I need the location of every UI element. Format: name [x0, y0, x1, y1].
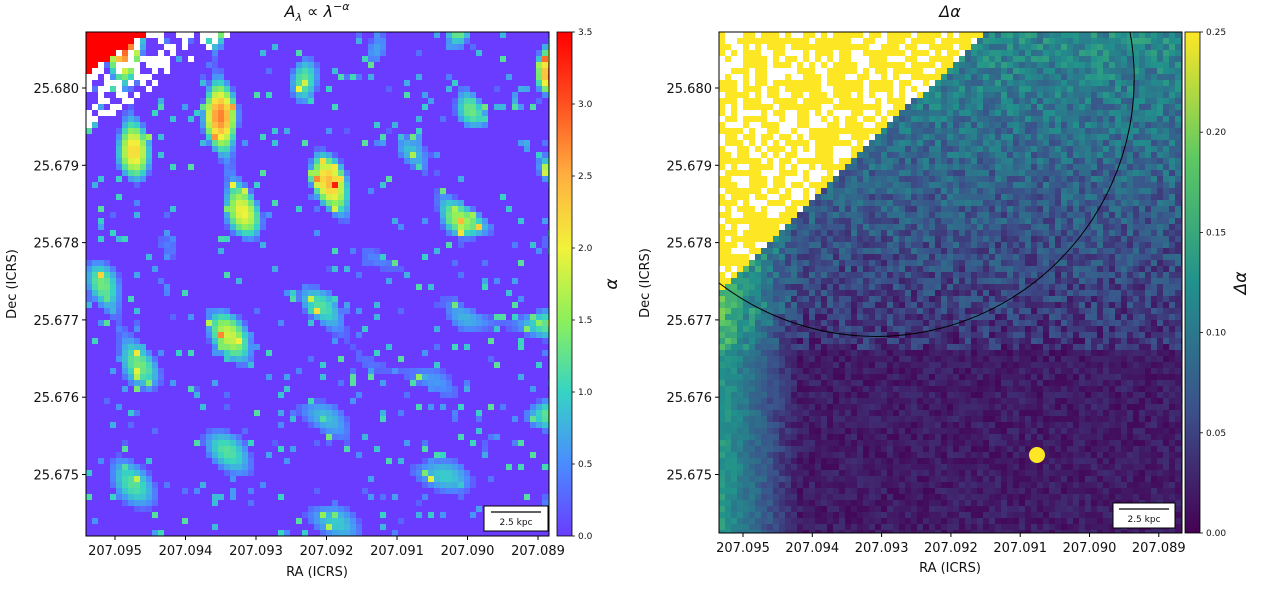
alpha-scalebar-label: 2.5 kpc [499, 518, 532, 528]
y-tick-label: 25.678 [667, 237, 713, 252]
delta-alpha-colorbar-ticks: 0.25 0.20 0.15 0.10 0.05 0.00 [1200, 28, 1226, 539]
colorbar-tick-label: 1.5 [578, 316, 592, 326]
y-tick-label: 25.677 [34, 314, 80, 329]
colorbar-tick-label: 2.0 [578, 244, 593, 254]
alpha-colorbar-gradient [557, 32, 572, 536]
colorbar-tick-label: 0.15 [1206, 228, 1226, 238]
y-tick-label: 25.680 [667, 82, 713, 97]
point-source [1029, 447, 1045, 463]
delta-alpha-colorbar-gradient [1185, 32, 1200, 533]
delta-alpha-y-label: Dec (ICRS) [638, 248, 653, 318]
y-tick-label: 25.676 [667, 391, 713, 406]
colorbar-tick-label: 3.0 [578, 100, 593, 110]
x-tick-label: 207.090 [441, 544, 495, 559]
x-tick-label: 207.092 [924, 541, 978, 556]
delta-alpha-scalebar: 2.5 kpc [1113, 503, 1175, 528]
colorbar-tick-label: 0.5 [578, 460, 592, 470]
x-tick-label: 207.093 [855, 541, 909, 556]
alpha-colorbar: 3.5 3.0 2.5 2.0 1.5 1.0 0.5 0.0 α [557, 28, 622, 542]
delta-alpha-map [719, 32, 1187, 536]
x-tick-label: 207.094 [785, 541, 839, 556]
delta-alpha-y-ticks: 25.680 25.679 25.678 25.677 25.676 25.675 [667, 82, 720, 484]
x-tick-label: 207.091 [993, 541, 1047, 556]
y-tick-label: 25.679 [34, 159, 80, 174]
alpha-y-ticks: 25.680 25.679 25.678 25.677 25.676 25.675 [34, 82, 87, 484]
delta-alpha-colorbar-label: Δα [1231, 272, 1251, 297]
y-tick-label: 25.680 [34, 82, 80, 97]
delta-alpha-x-label: RA (ICRS) [919, 561, 981, 576]
x-tick-label: 207.090 [1063, 541, 1117, 556]
x-tick-label: 207.091 [370, 544, 424, 559]
alpha-map [86, 32, 554, 536]
colorbar-tick-label: 0.05 [1206, 429, 1226, 439]
x-tick-label: 207.089 [1132, 541, 1186, 556]
colorbar-tick-label: 2.5 [578, 172, 592, 182]
alpha-colorbar-ticks: 3.5 3.0 2.5 2.0 1.5 1.0 0.5 0.0 [572, 28, 593, 542]
alpha-colorbar-label: α [602, 278, 622, 289]
x-tick-label: 207.095 [88, 544, 142, 559]
delta-alpha-x-ticks: 207.095 207.094 207.093 207.092 207.091 207.0… [716, 533, 1186, 556]
alpha-title: Aλ ∝ λ−α [283, 0, 350, 24]
alpha-x-ticks: 207.095 207.094 207.093 207.092 207.091 207.0… [88, 536, 565, 559]
y-tick-label: 25.679 [667, 159, 713, 174]
delta-alpha-title: Δα [937, 2, 961, 21]
colorbar-tick-label: 0.25 [1206, 28, 1226, 38]
x-tick-label: 207.089 [511, 544, 565, 559]
x-tick-label: 207.094 [159, 544, 213, 559]
x-tick-label: 207.092 [300, 544, 354, 559]
y-tick-label: 25.678 [34, 237, 80, 252]
x-tick-label: 207.093 [229, 544, 283, 559]
y-tick-label: 25.675 [34, 469, 80, 484]
colorbar-tick-label: 0.10 [1206, 329, 1226, 339]
colorbar-tick-label: 0.0 [578, 532, 593, 542]
colorbar-tick-label: 3.5 [578, 28, 592, 38]
x-tick-label: 207.095 [716, 541, 770, 556]
colorbar-tick-label: 1.0 [578, 388, 593, 398]
alpha-x-label: RA (ICRS) [286, 565, 348, 580]
y-tick-label: 25.676 [34, 391, 80, 406]
colorbar-tick-label: 0.00 [1206, 529, 1226, 539]
alpha-y-label: Dec (ICRS) [5, 249, 20, 319]
y-tick-label: 25.677 [667, 314, 713, 329]
alpha-scalebar: 2.5 kpc [484, 506, 548, 531]
delta-alpha-colorbar: 0.25 0.20 0.15 0.10 0.05 0.00 Δα [1185, 28, 1251, 539]
y-tick-label: 25.675 [667, 469, 713, 484]
delta-alpha-scalebar-label: 2.5 kpc [1127, 515, 1160, 525]
colorbar-tick-label: 0.20 [1206, 128, 1226, 138]
